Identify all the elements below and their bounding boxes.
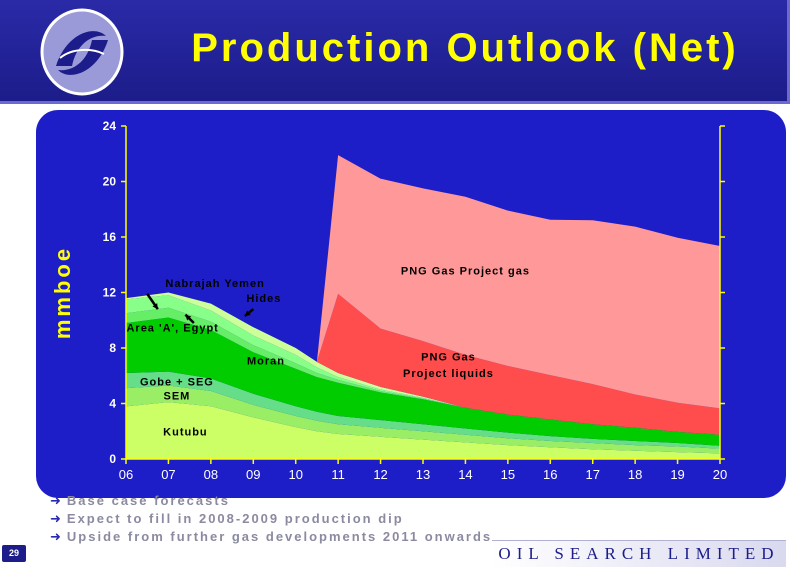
area-area-a-egypt [126, 307, 720, 435]
y-tick-label: 0 [109, 452, 116, 466]
x-tick-label: 16 [543, 467, 557, 482]
series-label-png-gas-project-gas: PNG Gas Project gas [401, 265, 530, 277]
y-tick-label: 20 [103, 175, 117, 189]
oil-search-swirl-logo [40, 8, 124, 96]
pointer-hides-head [244, 310, 251, 317]
area-nabrajah-yemen [126, 295, 720, 435]
area-gobe-seg [126, 371, 720, 449]
x-tick-label: 15 [501, 467, 515, 482]
series-label-kutubu: Kutubu [163, 426, 207, 438]
bullet-text: Base case forecasts [66, 493, 230, 508]
area-sem [126, 385, 720, 454]
series-label-project-liquids: Project liquids [403, 368, 494, 380]
y-tick-label: 8 [109, 341, 116, 355]
bullet-list: ➜ Base case forecasts ➜ Expect to fill in … [50, 492, 492, 546]
pointer-area-a-egypt-head [185, 314, 192, 321]
series-label-area-a-egypt: Area 'A', Egypt [126, 322, 218, 334]
area-png-gas-project-liquids [126, 292, 720, 435]
series-labels: Nabrajah Yemen Hides Area 'A', Egypt Moran G… [126, 265, 530, 438]
bullet-item: ➜ Expect to fill in 2008-2009 production … [50, 510, 492, 528]
x-tick-label: 08 [204, 467, 218, 482]
arrow-icon: ➜ [50, 511, 61, 526]
page-number: 29 [2, 545, 26, 562]
y-tick-label: 12 [103, 286, 117, 300]
x-tick-label: 06 [119, 467, 133, 482]
series-label-moran: Moran [247, 356, 285, 368]
x-tick-label: 14 [458, 467, 472, 482]
x-tick-label: 19 [670, 467, 684, 482]
series-label-hides: Hides [246, 293, 281, 305]
arrow-icon: ➜ [50, 529, 61, 544]
company-name: OIL SEARCH LIMITED [492, 540, 786, 567]
area-png-gas-project-gas [126, 155, 720, 409]
y-tick-label: 24 [103, 119, 117, 133]
arrow-icon: ➜ [50, 493, 61, 508]
series-label-gobe-seg: Gobe + SEG [140, 376, 214, 388]
area-moran [126, 317, 720, 446]
x-tick-label: 10 [288, 467, 302, 482]
production-area-chart: 0 4 8 12 16 20 24 06 07 08 09 10 11 12 13 14 15 16 17 18 19 2… [50, 119, 727, 482]
bullet-text: Upside from further gas developments 201… [66, 529, 493, 544]
y-tick-label: 4 [109, 397, 116, 411]
header-banner: Production Outlook (Net) [0, 0, 790, 104]
series-label-nabrajah-yemen: Nabrajah Yemen [165, 278, 264, 290]
chart-axes: 0 4 8 12 16 20 24 06 07 08 09 10 11 12 13 14 15 16 17 18 19 2… [50, 119, 727, 482]
series-label-sem: SEM [163, 390, 190, 402]
x-tick-label: 11 [331, 467, 345, 482]
x-tick-label: 09 [246, 467, 260, 482]
x-tick-label: 20 [713, 467, 727, 482]
area-layers [126, 155, 720, 459]
pointer-nabrajah-yemen-head [152, 303, 158, 310]
y-axis-title: mmboe [50, 246, 75, 339]
chart-panel: 0 4 8 12 16 20 24 06 07 08 09 10 11 12 13 14 15 16 17 18 19 2… [36, 110, 786, 498]
page-title: Production Outlook (Net) [191, 26, 739, 70]
x-tick-label: 13 [416, 467, 430, 482]
x-tick-label: 07 [161, 467, 175, 482]
y-tick-label: 16 [103, 230, 117, 244]
series-label-png-gas: PNG Gas [421, 351, 476, 363]
bullet-item: ➜ Base case forecasts [50, 492, 492, 510]
x-tick-label: 18 [628, 467, 642, 482]
x-tick-label: 17 [585, 467, 599, 482]
x-tick-label: 12 [373, 467, 387, 482]
bullet-item: ➜ Upside from further gas developments 20… [50, 528, 492, 546]
bullet-text: Expect to fill in 2008-2009 production d… [66, 511, 404, 526]
area-kutubu [126, 402, 720, 459]
